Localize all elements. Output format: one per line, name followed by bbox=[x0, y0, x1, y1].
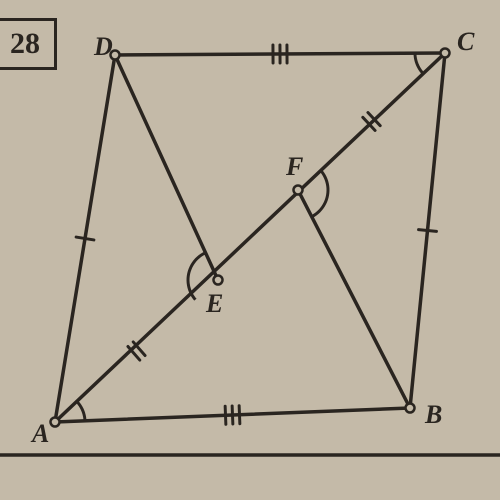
svg-text:D: D bbox=[93, 32, 113, 61]
svg-text:A: A bbox=[30, 419, 49, 448]
svg-text:C: C bbox=[457, 27, 475, 56]
svg-text:E: E bbox=[205, 289, 223, 318]
figure-container: 28 A B C D E F bbox=[0, 0, 500, 500]
svg-text:F: F bbox=[285, 152, 303, 181]
svg-text:B: B bbox=[424, 400, 442, 429]
geometry-diagram: A B C D E F bbox=[0, 0, 500, 500]
problem-number: 28 bbox=[0, 18, 57, 70]
